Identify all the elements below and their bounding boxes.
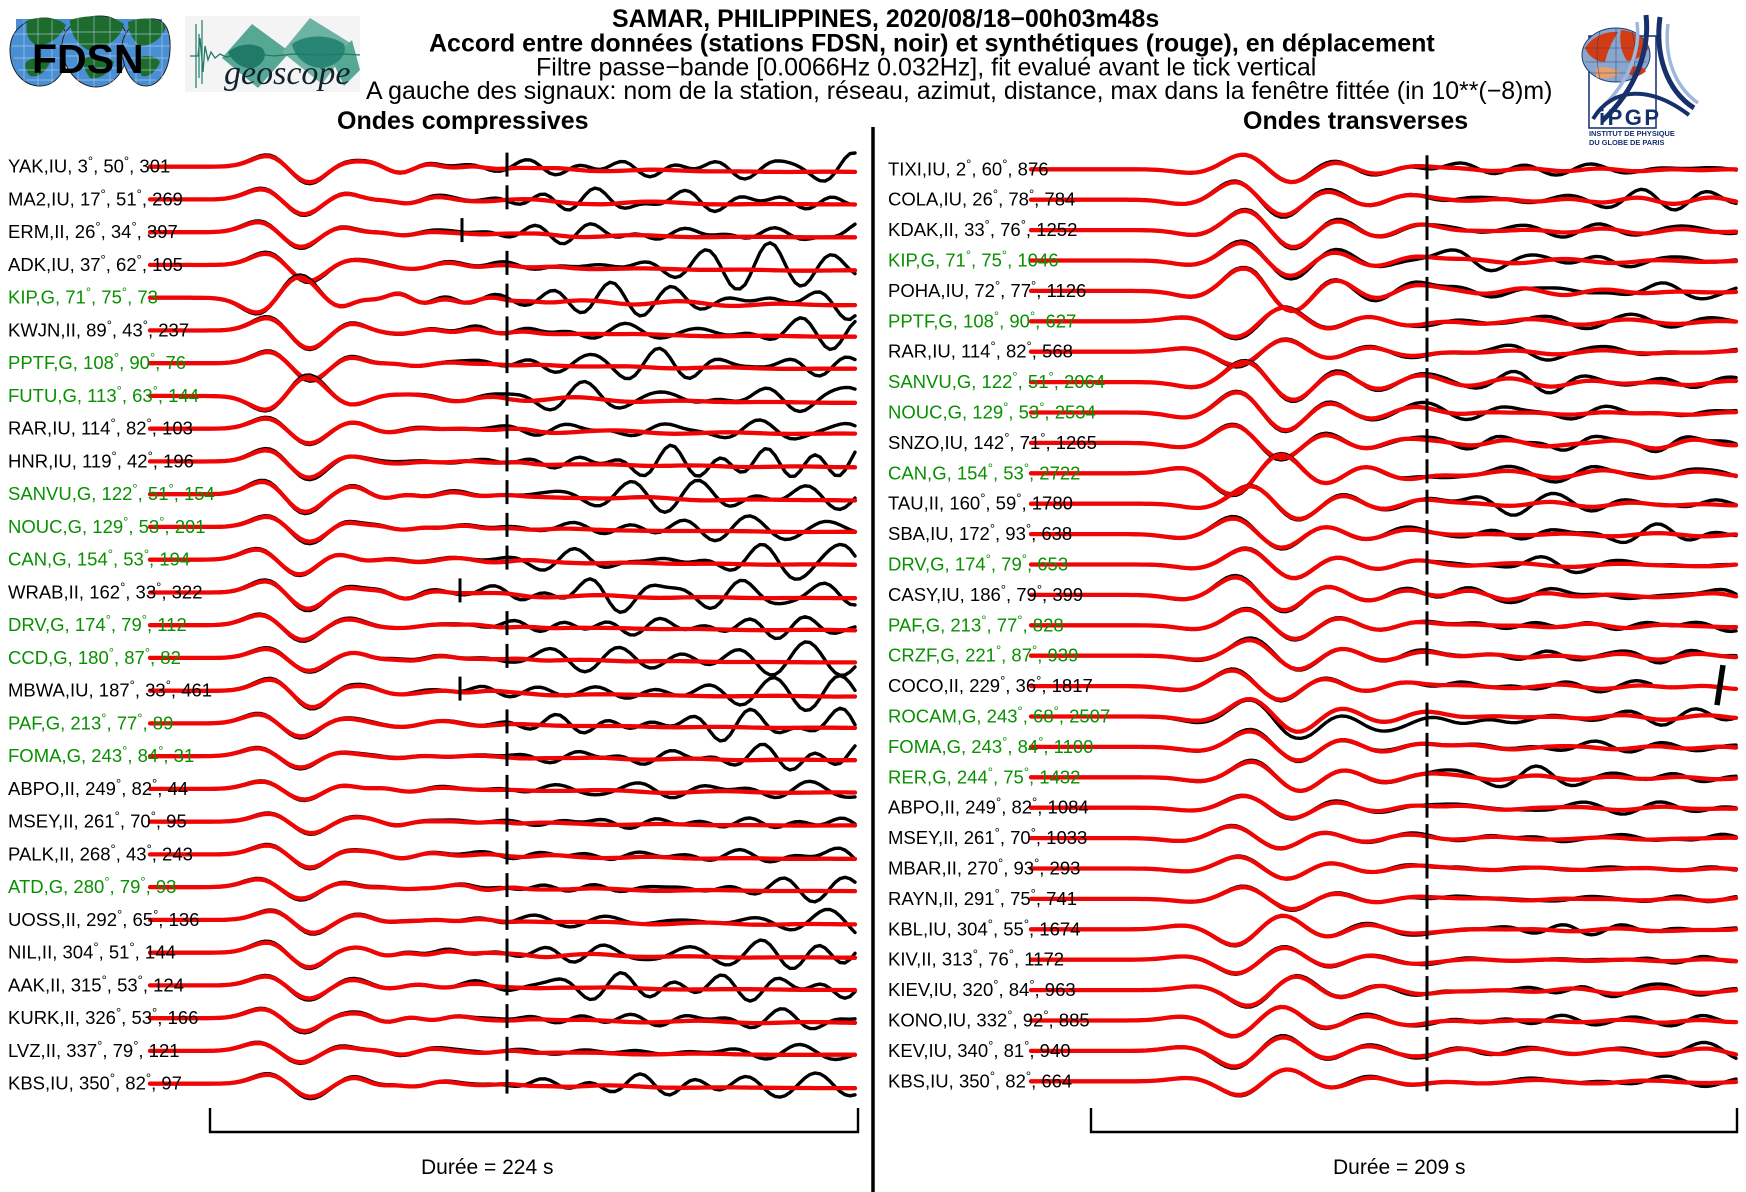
svg-text:KBL,IU, 304°, 55°, 1674: KBL,IU, 304°, 55°, 1674 — [888, 916, 1080, 939]
svg-text:KURK,II, 326°, 53°, 166: KURK,II, 326°, 53°, 166 — [8, 1005, 198, 1028]
svg-text:DU GLOBE DE PARIS: DU GLOBE DE PARIS — [1589, 138, 1664, 147]
svg-text:KIP,G, 71°, 75°, 1046: KIP,G, 71°, 75°, 1046 — [888, 248, 1059, 271]
svg-text:Accord entre données (stations: Accord entre données (stations FDSN, noi… — [429, 30, 1435, 58]
svg-text:SANVU,G, 122°, 51°, 2064: SANVU,G, 122°, 51°, 2064 — [888, 369, 1105, 392]
svg-text:INSTITUT DE PHYSIQUE: INSTITUT DE PHYSIQUE — [1589, 129, 1675, 138]
svg-text:YAK,IU, 3°, 50°, 301: YAK,IU, 3°, 50°, 301 — [8, 154, 170, 177]
svg-text:SANVU,G, 122°, 51°, 154: SANVU,G, 122°, 51°, 154 — [8, 481, 215, 504]
svg-text:AAK,II, 315°, 53°, 124: AAK,II, 315°, 53°, 124 — [8, 972, 184, 995]
svg-text:FDSN: FDSN — [32, 36, 144, 82]
svg-text:CAN,G, 154°, 53°, 2722: CAN,G, 154°, 53°, 2722 — [888, 460, 1080, 483]
svg-text:FUTU,G, 113°, 63°, 144: FUTU,G, 113°, 63°, 144 — [8, 383, 199, 406]
svg-text:ERM,II, 26°, 34°, 397: ERM,II, 26°, 34°, 397 — [8, 219, 178, 242]
svg-text:KIEV,IU, 320°, 84°, 963: KIEV,IU, 320°, 84°, 963 — [888, 977, 1076, 1000]
svg-text:PAF,G, 213°, 77°, 89: PAF,G, 213°, 77°, 89 — [8, 710, 173, 733]
svg-text:PPTF,G, 108°, 90°, 76: PPTF,G, 108°, 90°, 76 — [8, 350, 186, 373]
svg-text:Durée = 224 s: Durée = 224 s — [421, 1156, 554, 1179]
svg-text:KONO,IU, 332°, 92°, 885: KONO,IU, 332°, 92°, 885 — [888, 1008, 1090, 1031]
svg-text:Ondes compressives: Ondes compressives — [337, 107, 589, 135]
svg-text:Durée = 209 s: Durée = 209 s — [1333, 1156, 1466, 1179]
svg-text:NIL,II, 304°, 51°, 144: NIL,II, 304°, 51°, 144 — [8, 940, 176, 963]
svg-text:POHA,IU, 72°, 77°, 1126: POHA,IU, 72°, 77°, 1126 — [888, 278, 1086, 301]
svg-text:KIP,G, 71°, 75°, 73: KIP,G, 71°, 75°, 73 — [8, 285, 158, 308]
svg-text:SNZO,IU, 142°, 71°, 1265: SNZO,IU, 142°, 71°, 1265 — [888, 430, 1097, 453]
svg-text:Ondes transverses: Ondes transverses — [1243, 107, 1468, 135]
svg-text:KBS,IU, 350°, 82°, 97: KBS,IU, 350°, 82°, 97 — [8, 1071, 182, 1094]
svg-text:ABPO,II, 249°, 82°, 44: ABPO,II, 249°, 82°, 44 — [8, 776, 188, 799]
svg-text:FOMA,G, 243°, 84°, 31: FOMA,G, 243°, 84°, 31 — [8, 743, 194, 766]
svg-text:CRZF,G, 221°, 87°, 939: CRZF,G, 221°, 87°, 939 — [888, 643, 1078, 666]
svg-text:TAU,II, 160°, 59°, 1780: TAU,II, 160°, 59°, 1780 — [888, 491, 1073, 514]
svg-text:A gauche des signaux: nom de l: A gauche des signaux: nom de la station,… — [366, 77, 1552, 105]
svg-text:NOUC,G, 129°, 53°, 2534: NOUC,G, 129°, 53°, 2534 — [888, 400, 1096, 423]
svg-text:COLA,IU, 26°, 78°, 784: COLA,IU, 26°, 78°, 784 — [888, 187, 1075, 210]
svg-text:RAR,IU, 114°, 82°, 568: RAR,IU, 114°, 82°, 568 — [888, 339, 1073, 362]
svg-text:PALK,II, 268°, 43°, 243: PALK,II, 268°, 43°, 243 — [8, 841, 193, 864]
svg-text:PPTF,G, 108°, 90°, 627: PPTF,G, 108°, 90°, 627 — [888, 308, 1076, 331]
svg-text:LVZ,II, 337°, 79°, 121: LVZ,II, 337°, 79°, 121 — [8, 1038, 180, 1061]
svg-text:KWJN,II, 89°, 43°, 237: KWJN,II, 89°, 43°, 237 — [8, 317, 189, 340]
svg-text:TIXI,IU, 2°, 60°, 876: TIXI,IU, 2°, 60°, 876 — [888, 156, 1049, 179]
svg-text:PAF,G, 213°, 77°, 828: PAF,G, 213°, 77°, 828 — [888, 612, 1064, 635]
svg-text:NOUC,G, 129°, 53°, 201: NOUC,G, 129°, 53°, 201 — [8, 514, 206, 537]
svg-text:COCO,II, 229°, 36°, 1817: COCO,II, 229°, 36°, 1817 — [888, 673, 1093, 696]
svg-text:MA2,IU, 17°, 51°, 269: MA2,IU, 17°, 51°, 269 — [8, 186, 183, 209]
svg-text:MBWA,IU, 187°, 33°, 461: MBWA,IU, 187°, 33°, 461 — [8, 678, 212, 701]
svg-text:SBA,IU, 172°, 93°, 638: SBA,IU, 172°, 93°, 638 — [888, 521, 1072, 544]
svg-text:KEV,IU, 340°, 81°, 940: KEV,IU, 340°, 81°, 940 — [888, 1038, 1071, 1061]
svg-text:DRV,G, 174°, 79°, 653: DRV,G, 174°, 79°, 653 — [888, 552, 1068, 575]
svg-text:ROCAM,G, 243°, 68°, 2507: ROCAM,G, 243°, 68°, 2507 — [888, 704, 1110, 727]
svg-text:ABPO,II, 249°, 82°, 1084: ABPO,II, 249°, 82°, 1084 — [888, 795, 1089, 818]
svg-text:CASY,IU, 186°, 79°, 399: CASY,IU, 186°, 79°, 399 — [888, 582, 1083, 605]
svg-text:ADK,IU, 37°, 62°, 105: ADK,IU, 37°, 62°, 105 — [8, 252, 183, 275]
svg-text:MSEY,II, 261°, 70°, 1033: MSEY,II, 261°, 70°, 1033 — [888, 825, 1087, 848]
svg-text:iPGP: iPGP — [1599, 105, 1662, 130]
svg-text:KBS,IU, 350°, 82°, 664: KBS,IU, 350°, 82°, 664 — [888, 1068, 1072, 1091]
svg-text:MSEY,II, 261°, 70°, 95: MSEY,II, 261°, 70°, 95 — [8, 809, 187, 832]
svg-text:CCD,G, 180°, 87°, 82: CCD,G, 180°, 87°, 82 — [8, 645, 181, 668]
svg-text:UOSS,II, 292°, 65°, 136: UOSS,II, 292°, 65°, 136 — [8, 907, 199, 930]
svg-text:FOMA,G, 243°, 84°, 1100: FOMA,G, 243°, 84°, 1100 — [888, 734, 1093, 757]
svg-text:WRAB,II, 162°, 33°, 322: WRAB,II, 162°, 33°, 322 — [8, 579, 203, 602]
svg-text:geoscope: geoscope — [224, 55, 351, 92]
svg-text:Filtre passe−bande [0.0066Hz 0: Filtre passe−bande [0.0066Hz 0.032Hz], f… — [536, 54, 1316, 82]
svg-text:MBAR,II, 270°, 93°, 293: MBAR,II, 270°, 93°, 293 — [888, 856, 1080, 879]
svg-text:DRV,G, 174°, 79°, 112: DRV,G, 174°, 79°, 112 — [8, 612, 187, 635]
svg-text:CAN,G, 154°, 53°, 194: CAN,G, 154°, 53°, 194 — [8, 547, 190, 570]
svg-text:KIV,II, 313°, 76°, 1172: KIV,II, 313°, 76°, 1172 — [888, 947, 1064, 970]
svg-text:RER,G, 244°, 75°, 1432: RER,G, 244°, 75°, 1432 — [888, 764, 1080, 787]
svg-text:RAYN,II, 291°, 75°, 741: RAYN,II, 291°, 75°, 741 — [888, 886, 1077, 909]
svg-text:ATD,G, 280°, 79°, 93: ATD,G, 280°, 79°, 93 — [8, 874, 176, 897]
svg-text:HNR,IU, 119°, 42°, 196: HNR,IU, 119°, 42°, 196 — [8, 448, 194, 471]
svg-text:KDAK,II, 33°, 76°, 1252: KDAK,II, 33°, 76°, 1252 — [888, 217, 1077, 240]
svg-text:SAMAR, PHILIPPINES, 2020/08/18: SAMAR, PHILIPPINES, 2020/08/18−00h03m48s — [612, 5, 1159, 33]
svg-text:RAR,IU, 114°, 82°, 103: RAR,IU, 114°, 82°, 103 — [8, 416, 193, 439]
